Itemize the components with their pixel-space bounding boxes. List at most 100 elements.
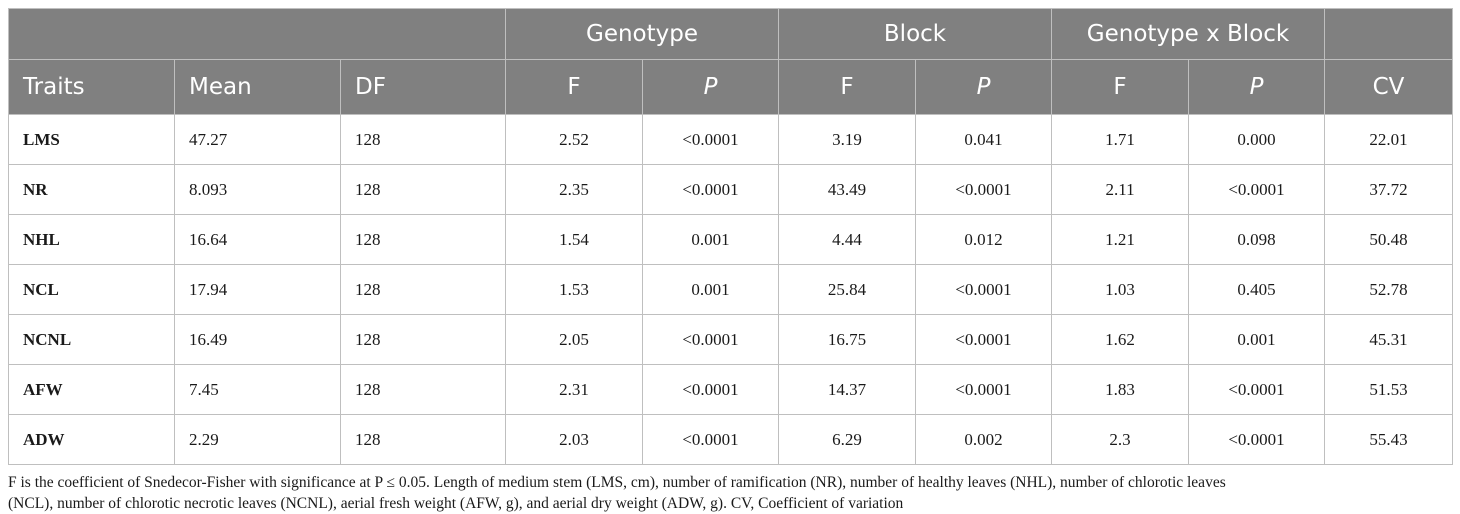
genotype-p-cell: <0.0001 [641,164,780,215]
interaction-p-cell: 0.098 [1188,214,1326,265]
cv-cell: 22.01 [1324,114,1454,165]
mean-cell: 16.64 [174,214,341,265]
traits-header: Traits [8,59,175,115]
df-cell: 128 [340,264,506,315]
interaction-f-cell: 2.11 [1051,164,1190,215]
genotype-f-cell: 1.53 [505,264,643,315]
cv-cell: 45.31 [1324,314,1454,365]
footnote-line: (NCL), number of chlorotic necrotic leav… [8,495,904,512]
mean-cell: 7.45 [174,364,341,415]
interaction-p-cell: <0.0001 [1188,414,1326,465]
interaction-p-header: P [1188,59,1326,115]
table-row: NCNL 16.49 128 2.05 <0.0001 16.75 <0.000… [8,314,1454,365]
mean-cell: 17.94 [174,264,341,315]
block-p-cell: 0.041 [915,114,1053,165]
genotype-f-cell: 2.05 [505,314,643,365]
block-p-cell: <0.0001 [915,314,1053,365]
mean-cell: 47.27 [174,114,341,165]
trait-cell: NHL [8,214,175,265]
genotype-p-cell: <0.0001 [641,414,780,465]
genotype-f-header: F [505,59,643,115]
cv-cell: 55.43 [1324,414,1454,465]
table-row: NCL 17.94 128 1.53 0.001 25.84 <0.0001 1… [8,264,1454,315]
block-f-header: F [778,59,917,115]
block-f-cell: 4.44 [778,214,917,265]
footnote-line: F is the coefficient of Snedecor-Fisher … [8,474,1226,491]
cv-cell: 52.78 [1324,264,1454,315]
trait-cell: ADW [8,414,175,465]
genotype-group-header: Genotype [504,8,780,60]
interaction-f-cell: 1.83 [1051,364,1190,415]
df-cell: 128 [340,164,506,215]
genotype-p-cell: 0.001 [641,214,780,265]
df-cell: 128 [340,364,506,415]
block-p-cell: 0.002 [915,414,1053,465]
genotype-f-cell: 2.31 [505,364,643,415]
genotype-p-header: P [641,59,780,115]
genotype-p-cell: <0.0001 [641,314,780,365]
df-cell: 128 [340,114,506,165]
interaction-group-header: Genotype x Block [1051,8,1326,60]
table-row: NR 8.093 128 2.35 <0.0001 43.49 <0.0001 … [8,164,1454,215]
mean-cell: 8.093 [174,164,341,215]
block-p-cell: 0.012 [915,214,1053,265]
block-f-cell: 25.84 [778,264,917,315]
interaction-f-cell: 1.21 [1051,214,1190,265]
block-p-cell: <0.0001 [915,364,1053,415]
mean-header: Mean [174,59,341,115]
interaction-f-cell: 1.71 [1051,114,1190,165]
column-header-row: Traits Mean DF F P F P F P CV [8,59,1454,115]
interaction-p-cell: <0.0001 [1188,364,1326,415]
trait-cell: NR [8,164,175,215]
block-p-cell: <0.0001 [915,264,1053,315]
genotype-p-cell: <0.0001 [641,114,780,165]
trait-cell: NCL [8,264,175,315]
interaction-p-cell: <0.0001 [1188,164,1326,215]
trait-cell: LMS [8,114,175,165]
block-f-cell: 43.49 [778,164,917,215]
block-f-cell: 14.37 [778,364,917,415]
genotype-f-cell: 2.03 [505,414,643,465]
table-row: AFW 7.45 128 2.31 <0.0001 14.37 <0.0001 … [8,364,1454,415]
group-header-empty-cv [1324,8,1454,60]
table-row: LMS 47.27 128 2.52 <0.0001 3.19 0.041 1.… [8,114,1454,165]
table-row: NHL 16.64 128 1.54 0.001 4.44 0.012 1.21… [8,214,1454,265]
trait-cell: AFW [8,364,175,415]
block-p-header: P [915,59,1053,115]
interaction-p-cell: 0.000 [1188,114,1326,165]
block-group-header: Block [778,8,1053,60]
block-f-cell: 3.19 [778,114,917,165]
cv-cell: 50.48 [1324,214,1454,265]
table-body: LMS 47.27 128 2.52 <0.0001 3.19 0.041 1.… [8,114,1454,465]
block-f-cell: 16.75 [778,314,917,365]
interaction-f-cell: 1.62 [1051,314,1190,365]
cv-cell: 37.72 [1324,164,1454,215]
interaction-f-header: F [1051,59,1190,115]
anova-table: Genotype Block Genotype x Block Traits M… [8,8,1454,465]
table-row: ADW 2.29 128 2.03 <0.0001 6.29 0.002 2.3… [8,414,1454,465]
genotype-f-cell: 1.54 [505,214,643,265]
genotype-f-cell: 2.35 [505,164,643,215]
block-p-cell: <0.0001 [915,164,1053,215]
df-cell: 128 [340,414,506,465]
df-header: DF [340,59,506,115]
mean-cell: 2.29 [174,414,341,465]
table-container: Genotype Block Genotype x Block Traits M… [8,8,1454,514]
df-cell: 128 [340,314,506,365]
group-header-row: Genotype Block Genotype x Block [8,8,1454,60]
trait-cell: NCNL [8,314,175,365]
block-f-cell: 6.29 [778,414,917,465]
group-header-empty [8,8,506,60]
mean-cell: 16.49 [174,314,341,365]
cv-header: CV [1324,59,1454,115]
interaction-f-cell: 2.3 [1051,414,1190,465]
interaction-f-cell: 1.03 [1051,264,1190,315]
genotype-f-cell: 2.52 [505,114,643,165]
table-header: Genotype Block Genotype x Block Traits M… [8,8,1454,115]
cv-cell: 51.53 [1324,364,1454,415]
genotype-p-cell: 0.001 [641,264,780,315]
interaction-p-cell: 0.405 [1188,264,1326,315]
interaction-p-cell: 0.001 [1188,314,1326,365]
df-cell: 128 [340,214,506,265]
genotype-p-cell: <0.0001 [641,364,780,415]
